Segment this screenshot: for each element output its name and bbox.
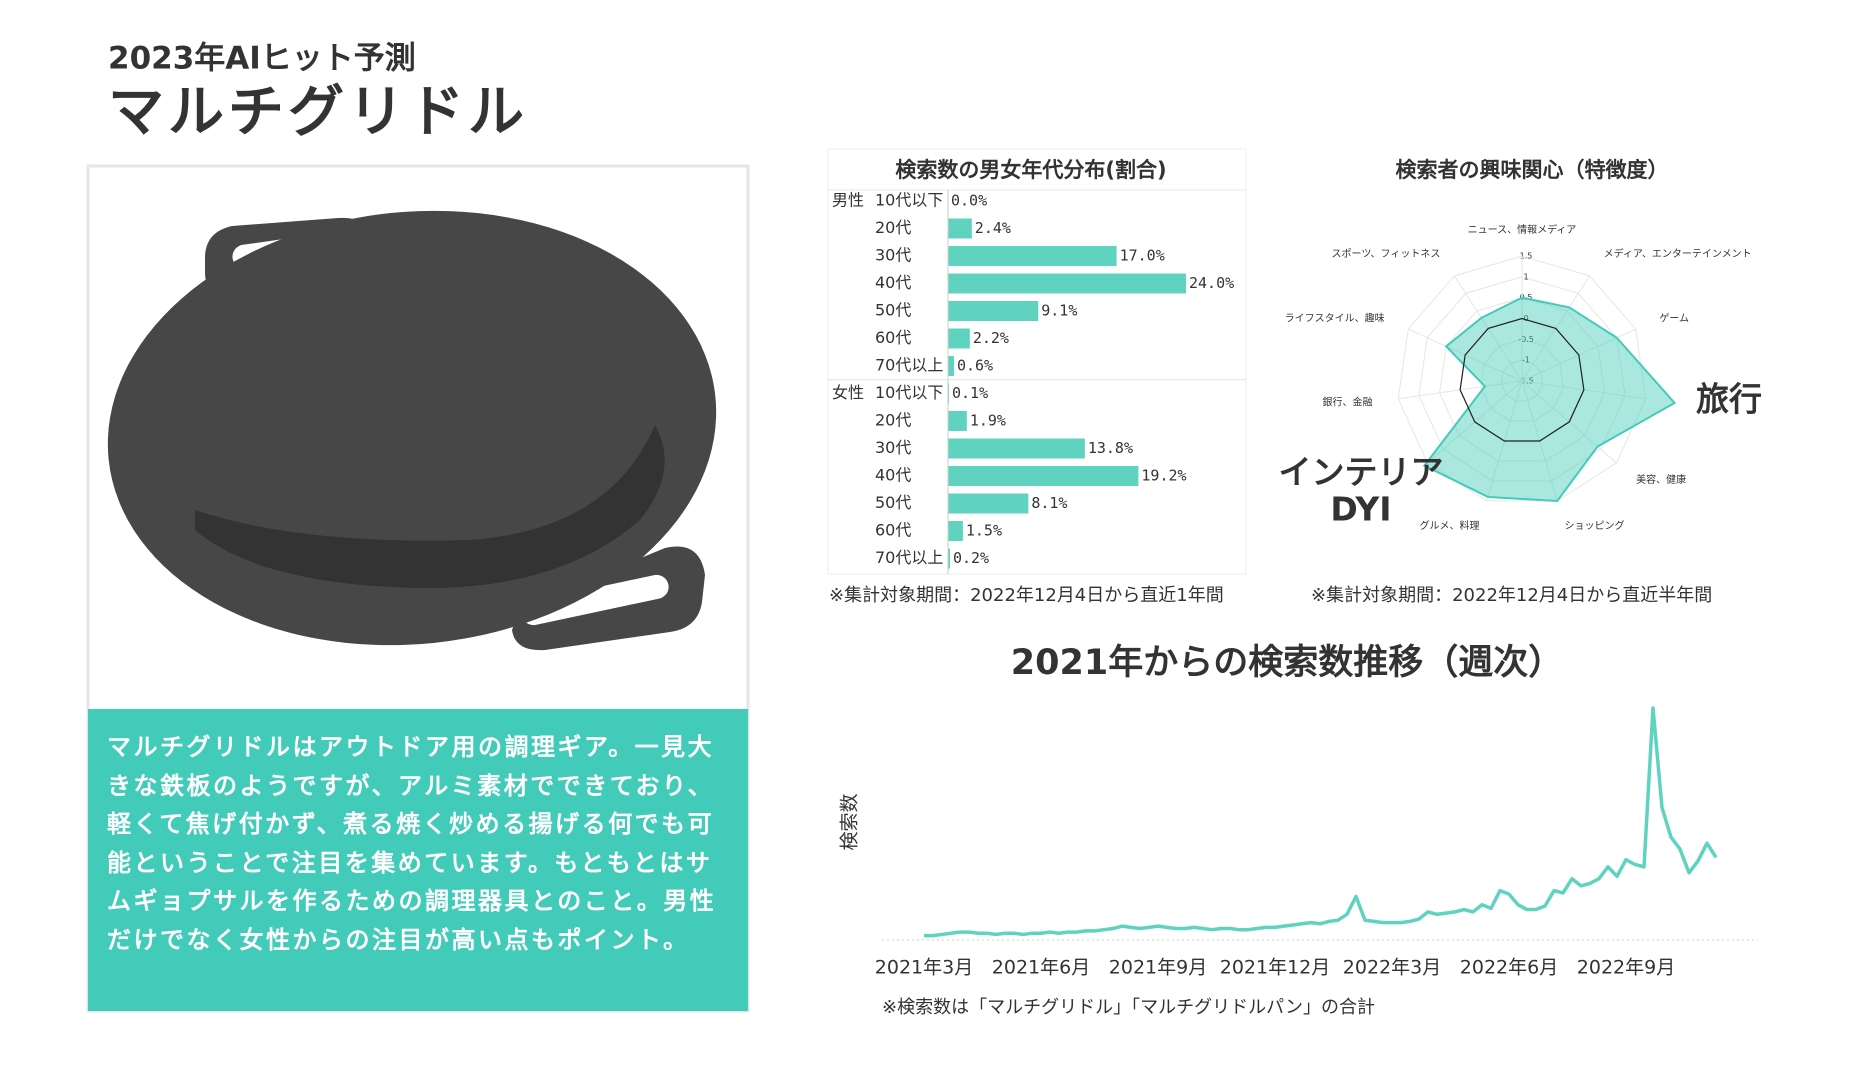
- r-tick-label: 1.5: [1520, 252, 1533, 261]
- value-label: 8.1%: [1031, 494, 1067, 512]
- category-label: 60代: [875, 521, 911, 540]
- bar: [948, 548, 950, 569]
- axis-label: グルメ、料理: [1419, 519, 1479, 532]
- category-label: 70代以上: [875, 548, 943, 567]
- value-label: 0.1%: [952, 384, 988, 402]
- category-label: 50代: [875, 493, 911, 512]
- chart-note: ※集計対象期間：2022年12月4日から直近1年間: [829, 585, 1224, 606]
- chart-title: 検索者の興味関心（特徴度）: [1396, 158, 1669, 182]
- value-label: 13.8%: [1088, 439, 1133, 457]
- grid-ring: [1397, 255, 1647, 502]
- grid-ring: [1438, 297, 1606, 462]
- axis-label: 銀行、金融: [1323, 395, 1373, 408]
- category-label: 70代以上: [875, 356, 943, 375]
- grid-ring: [1500, 359, 1544, 402]
- category-label: 20代: [875, 411, 911, 430]
- value-label: 19.2%: [1141, 467, 1186, 485]
- x-tick-label: 2021年6月: [992, 957, 1090, 979]
- r-tick-label: -1.5: [1518, 377, 1534, 386]
- annotation: 旅行: [1696, 380, 1762, 419]
- bar: [948, 438, 1085, 459]
- chart-title: 検索数の男女年代分布(割合): [895, 158, 1166, 182]
- category-label: 10代以下: [875, 191, 943, 210]
- bar: [948, 356, 954, 376]
- category-label: 50代: [875, 301, 911, 320]
- chart-title: 2021年からの検索数推移（週次）: [1011, 643, 1563, 683]
- category-label: 10代以下: [875, 383, 943, 402]
- value-label: 17.0%: [1120, 247, 1165, 265]
- chart-frame: [827, 148, 1247, 575]
- x-tick-label: 2022年6月: [1460, 957, 1558, 979]
- description: マルチグリドルはアウトドア用の調理ギア。一見大きな鉄板のようですが、アルミ素材で…: [107, 733, 717, 954]
- value-label: 0.6%: [957, 357, 993, 375]
- axis-label: 美容、健康: [1636, 473, 1686, 486]
- axis-label: メディア、エンターテインメント: [1604, 247, 1752, 260]
- bar: [948, 328, 970, 349]
- value-label: 24.0%: [1189, 274, 1234, 292]
- grid-ring: [1418, 276, 1626, 482]
- annotation: DYI: [1330, 490, 1391, 529]
- bar: [948, 273, 1186, 294]
- category-label: 30代: [875, 438, 911, 457]
- series-line: [924, 706, 1718, 938]
- r-tick-label: 0: [1523, 314, 1528, 323]
- r-tick-label: -0.5: [1518, 335, 1534, 344]
- grid-ring: [1480, 338, 1564, 422]
- axis-label: ショッピング: [1565, 519, 1625, 532]
- group-label: 男性: [832, 191, 864, 210]
- description-box: [88, 709, 748, 1011]
- category-label: 60代: [875, 328, 911, 347]
- x-tick-label: 2021年12月: [1220, 957, 1331, 979]
- category-label: 40代: [875, 273, 911, 292]
- r-tick-label: 1: [1523, 272, 1528, 281]
- category-label: 20代: [875, 218, 911, 237]
- value-label: 2.4%: [975, 219, 1011, 237]
- radar-area: [1422, 296, 1677, 502]
- axis-label: ライフスタイル、趣味: [1285, 311, 1385, 324]
- bar: [948, 246, 1117, 266]
- axis-label: ニュース、情報メディア: [1468, 223, 1577, 236]
- value-label: 1.5%: [966, 522, 1002, 540]
- bar: [948, 493, 1029, 514]
- kicker: 2023年AIヒット予測: [108, 41, 416, 77]
- value-label: 0.2%: [953, 549, 989, 567]
- value-label: 2.2%: [973, 329, 1009, 347]
- category-label: 30代: [875, 246, 911, 265]
- r-tick-label: -1: [1522, 356, 1530, 365]
- value-label: 0.0%: [951, 192, 987, 210]
- chart-note: ※集計対象期間：2022年12月4日から直近半年間: [1311, 585, 1712, 606]
- category-label: 40代: [875, 466, 911, 485]
- baseline-ring: [1459, 317, 1585, 442]
- bar: [948, 466, 1139, 486]
- bar: [948, 218, 972, 239]
- x-tick-label: 2022年3月: [1343, 957, 1441, 979]
- group-label: 女性: [832, 383, 864, 402]
- value-label: 9.1%: [1041, 302, 1077, 320]
- y-axis-label: 検索数: [839, 793, 861, 850]
- axis-label: スポーツ、フィットネス: [1332, 248, 1441, 260]
- annotation: インテリア: [1279, 453, 1444, 492]
- chart-note: ※検索数は「マルチグリドル」「マルチグリドルパン」の合計: [882, 997, 1375, 1018]
- x-tick-label: 2021年3月: [875, 957, 973, 979]
- title: マルチグリドル: [108, 80, 528, 145]
- bar: [948, 411, 967, 431]
- value-label: 1.9%: [970, 412, 1006, 430]
- pan-illustration: [107, 210, 717, 651]
- axis-label: ゲーム: [1659, 312, 1689, 324]
- bar: [948, 521, 963, 541]
- x-tick-label: 2022年9月: [1577, 957, 1675, 979]
- bar: [948, 301, 1039, 321]
- x-tick-label: 2021年9月: [1109, 957, 1207, 979]
